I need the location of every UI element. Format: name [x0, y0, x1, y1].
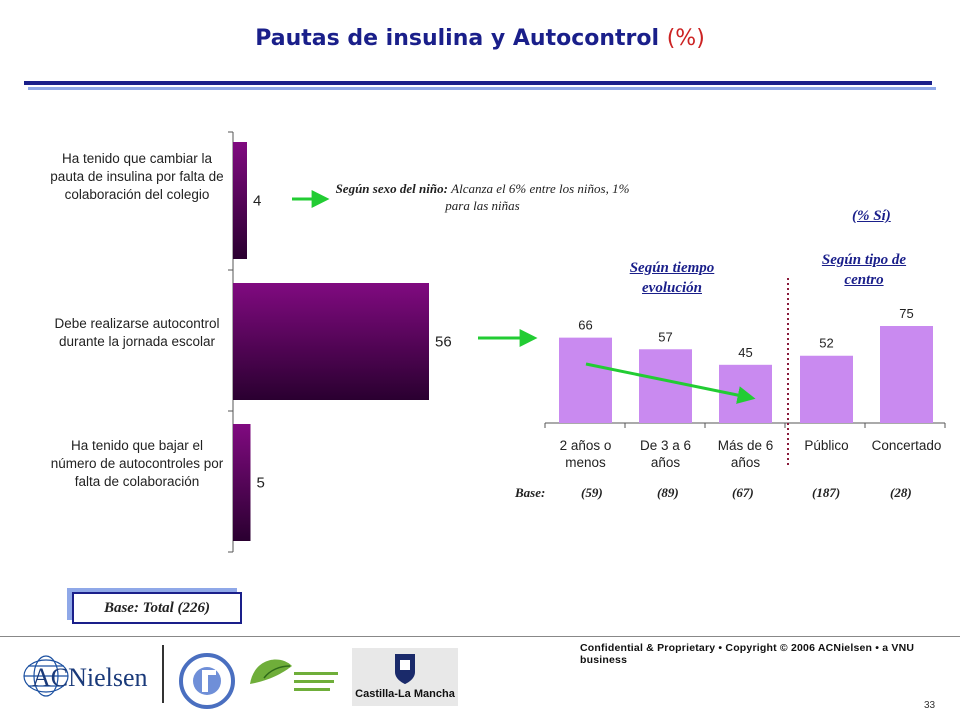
right-bar-label: 57	[658, 329, 672, 344]
fundacion-diabetes-logo	[179, 653, 235, 709]
right-bar-label: 66	[578, 318, 592, 333]
right-category-label: años	[731, 455, 761, 470]
left-category-1: Ha tenido que cambiar la pauta de insuli…	[50, 151, 224, 202]
right-bar	[559, 337, 612, 423]
trend-arrow	[585, 362, 756, 404]
note-italic: Alcanza el 6% entre los niños, 1% para l…	[445, 181, 630, 213]
title-rule	[24, 81, 932, 85]
acnielsen-logo: ACNielsen	[23, 655, 148, 697]
right-bar	[639, 349, 692, 423]
right-category-label: De 3 a 6	[640, 438, 691, 453]
left-bar-label: 5	[257, 475, 265, 492]
clm-shield-icon	[395, 654, 415, 684]
title-suffix: (%)	[666, 26, 705, 51]
confidential-notice: Confidential & Proprietary • Copyright ©…	[580, 642, 915, 666]
fundacion-clm-logo	[250, 659, 338, 691]
left-bar	[233, 424, 251, 541]
right-category-label: Público	[804, 438, 848, 453]
sex-note: Según sexo del niño: Alcanza el 6% entre…	[330, 180, 635, 214]
base-value: (28)	[890, 485, 912, 500]
title-rule-shadow	[28, 87, 936, 90]
right-bar-label: 75	[899, 306, 913, 321]
right-bar-label: 45	[738, 345, 752, 360]
page-number: 33	[924, 700, 936, 711]
right-category-label: años	[651, 455, 681, 470]
footer-rule	[0, 636, 960, 637]
logo-separator	[162, 645, 164, 703]
title-main: Pautas de insulina y Autocontrol	[255, 26, 660, 51]
group-label-centro: Según tipo de centro	[821, 252, 907, 288]
right-bar	[880, 326, 933, 423]
svg-text:ACNielsen: ACNielsen	[32, 663, 148, 692]
left-category-2: Debe realizarse autocontrol durante la j…	[54, 316, 220, 349]
right-category-label: menos	[565, 455, 606, 470]
left-bar	[233, 142, 247, 259]
slide-title: Pautas de insulina y Autocontrol (%)	[0, 26, 960, 51]
right-bar-label: 52	[819, 336, 833, 351]
castilla-la-mancha-logo: Castilla-La Mancha	[352, 648, 458, 706]
left-category-3: Ha tenido que bajar el número de autocon…	[50, 438, 224, 489]
left-bar	[233, 283, 429, 400]
pct-si-label: (% Sí)	[852, 208, 891, 224]
left-bar-label: 56	[435, 334, 452, 351]
clm-logo-text: Castilla-La Mancha	[355, 688, 455, 700]
group-label-tiempo: Según tiempo evolución	[629, 260, 715, 296]
right-category-label: 2 años o	[560, 438, 612, 453]
base-value: (187)	[812, 485, 841, 500]
base-label: Base:	[515, 485, 546, 500]
note-bold: Según sexo del niño:	[335, 181, 448, 196]
base-value: (89)	[657, 485, 679, 500]
base-value: (67)	[732, 485, 754, 500]
base-total-box: Base: Total (226)	[72, 592, 242, 624]
left-bar-label: 4	[253, 193, 261, 210]
base-value: (59)	[581, 485, 603, 500]
right-category-label: Más de 6	[718, 438, 774, 453]
right-category-label: Concertado	[872, 438, 942, 453]
right-bar	[800, 355, 853, 423]
